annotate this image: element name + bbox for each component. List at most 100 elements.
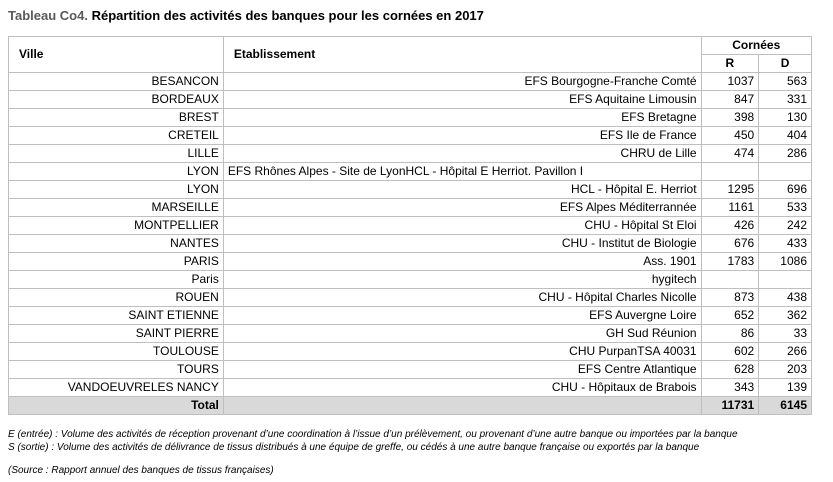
cell-d: 533 — [758, 198, 812, 217]
cell-r: 343 — [700, 378, 760, 397]
cell-r: 450 — [700, 126, 760, 145]
cell-d: 563 — [758, 72, 812, 91]
cell-etablissement: EFS Ile de France — [222, 126, 702, 145]
table-row: LYON EFS Rhônes Alpes - Site de LyonHCL -… — [8, 162, 812, 181]
header-etablissement: Etablissement — [222, 36, 702, 73]
cell-etablissement: CHRU de Lille — [222, 144, 702, 163]
cell-etablissement: EFS Bretagne — [222, 108, 702, 127]
table-row: MARSEILLE EFS Alpes Méditerrannée 1161 533 — [8, 198, 812, 217]
cell-etablissement: EFS Centre Atlantique — [222, 360, 702, 379]
table-row: CRETEIL EFS Ile de France 450 404 — [8, 126, 812, 145]
cell-etablissement: EFS Rhônes Alpes - Site de LyonHCL - Hôp… — [222, 162, 702, 181]
cell-d: 203 — [758, 360, 812, 379]
cell-etablissement: GH Sud Réunion — [222, 324, 702, 343]
cell-ville: LYON — [8, 162, 224, 181]
cell-r: 652 — [700, 306, 760, 325]
cell-d: 331 — [758, 90, 812, 109]
total-row: Total 11731 6145 — [8, 396, 812, 415]
cell-ville: ROUEN — [8, 288, 224, 307]
cell-etablissement: HCL - Hôpital E. Herriot — [222, 180, 702, 199]
cell-ville: VANDOEUVRELES NANCY — [8, 378, 224, 397]
cell-d: 438 — [758, 288, 812, 307]
cell-ville: SAINT PIERRE — [8, 324, 224, 343]
cell-d: 266 — [758, 342, 812, 361]
cell-r — [700, 162, 760, 181]
table-title-text: Répartition des activités des banques po… — [91, 8, 484, 23]
cell-r: 602 — [700, 342, 760, 361]
table-row: SAINT PIERRE GH Sud Réunion 86 33 — [8, 324, 812, 343]
header-ville: Ville — [8, 36, 224, 73]
cell-r: 1037 — [700, 72, 760, 91]
cell-ville: SAINT ETIENNE — [8, 306, 224, 325]
note-sortie: S (sortie) : Volume des activités de dél… — [8, 442, 700, 453]
header-d: D — [758, 54, 812, 73]
table-row: Paris hygitech — [8, 270, 812, 289]
cell-ville: TOURS — [8, 360, 224, 379]
cell-r: 1161 — [700, 198, 760, 217]
cell-ville: TOULOUSE — [8, 342, 224, 361]
cell-d: 286 — [758, 144, 812, 163]
table-row: NANTES CHU - Institut de Biologie 676 433 — [8, 234, 812, 253]
cell-etablissement: EFS Auvergne Loire — [222, 306, 702, 325]
cell-etablissement: CHU - Hôpital St Eloi — [222, 216, 702, 235]
cell-d: 1086 — [758, 252, 812, 271]
cell-r: 873 — [700, 288, 760, 307]
table-row: TOURS EFS Centre Atlantique 628 203 — [8, 360, 812, 379]
total-d: 6145 — [758, 396, 812, 415]
header-r: R — [700, 54, 760, 73]
cell-d: 33 — [758, 324, 812, 343]
cell-d: 404 — [758, 126, 812, 145]
cell-etablissement: CHU - Institut de Biologie — [222, 234, 702, 253]
table-row: MONTPELLIER CHU - Hôpital St Eloi 426 242 — [8, 216, 812, 235]
cell-r: 426 — [700, 216, 760, 235]
cell-ville: MONTPELLIER — [8, 216, 224, 235]
table-row: SAINT ETIENNE EFS Auvergne Loire 652 362 — [8, 306, 812, 325]
cell-ville: BESANCON — [8, 72, 224, 91]
cell-ville: MARSEILLE — [8, 198, 224, 217]
cell-r: 474 — [700, 144, 760, 163]
table-row: BESANCON EFS Bourgogne-Franche Comté 1037 5… — [8, 72, 812, 91]
cell-ville: CRETEIL — [8, 126, 224, 145]
cell-ville: LILLE — [8, 144, 224, 163]
table-row: VANDOEUVRELES NANCY CHU - Hôpitaux de Bra… — [8, 378, 812, 397]
cell-ville: Paris — [8, 270, 224, 289]
notes: E (entrée) : Volume des activités de réc… — [8, 428, 738, 454]
cell-etablissement: hygitech — [222, 270, 702, 289]
cell-ville: LYON — [8, 180, 224, 199]
cell-etablissement: EFS Alpes Méditerrannée — [222, 198, 702, 217]
cell-d: 696 — [758, 180, 812, 199]
cell-etablissement: EFS Bourgogne-Franche Comté — [222, 72, 702, 91]
cell-d: 242 — [758, 216, 812, 235]
cell-r: 86 — [700, 324, 760, 343]
cell-r: 628 — [700, 360, 760, 379]
table-title: Tableau Co4. Répartition des activités d… — [8, 8, 484, 23]
total-r: 11731 — [700, 396, 760, 415]
total-blank — [222, 396, 702, 415]
cell-r — [700, 270, 760, 289]
source-note: (Source : Rapport annuel des banques de … — [8, 465, 274, 476]
total-label: Total — [8, 396, 224, 415]
cell-d — [758, 270, 812, 289]
table-row: TOULOUSE CHU PurpanTSA 40031 602 266 — [8, 342, 812, 361]
cell-etablissement: CHU - Hôpital Charles Nicolle — [222, 288, 702, 307]
cell-etablissement: CHU PurpanTSA 40031 — [222, 342, 702, 361]
cell-ville: NANTES — [8, 234, 224, 253]
table-row: BORDEAUX EFS Aquitaine Limousin 847 331 — [8, 90, 812, 109]
header-cornees: Cornées — [700, 36, 813, 55]
cell-d: 362 — [758, 306, 812, 325]
cell-d: 130 — [758, 108, 812, 127]
table-code: Tableau Co4. — [8, 8, 88, 23]
cell-r: 847 — [700, 90, 760, 109]
table-row: BREST EFS Bretagne 398 130 — [8, 108, 812, 127]
table-body: BESANCON EFS Bourgogne-Franche Comté 1037 5… — [8, 72, 812, 415]
table-row: LILLE CHRU de Lille 474 286 — [8, 144, 812, 163]
cell-etablissement: Ass. 1901 — [222, 252, 702, 271]
cell-r: 676 — [700, 234, 760, 253]
note-entree: E (entrée) : Volume des activités de réc… — [8, 429, 738, 440]
activity-table: Ville Etablissement Cornées R D BESANCON… — [8, 36, 813, 415]
cell-ville: BREST — [8, 108, 224, 127]
cell-ville: PARIS — [8, 252, 224, 271]
cell-r: 1295 — [700, 180, 760, 199]
cell-d: 139 — [758, 378, 812, 397]
cell-r: 398 — [700, 108, 760, 127]
